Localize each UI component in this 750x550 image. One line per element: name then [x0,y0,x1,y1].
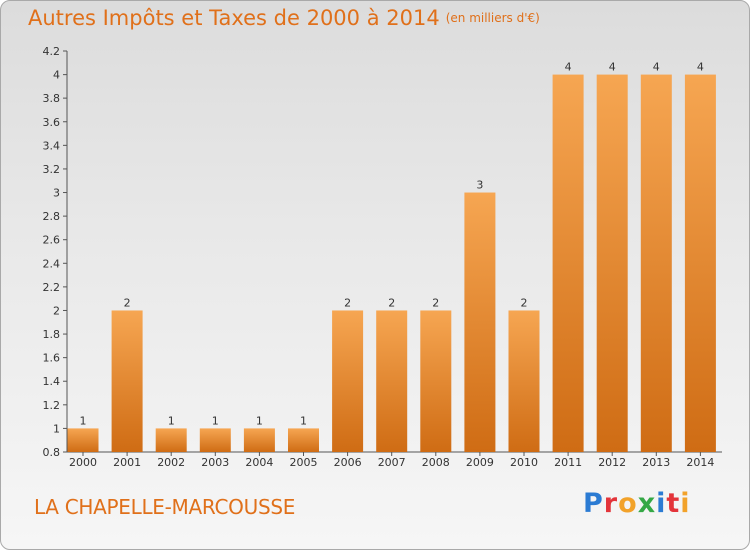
data-label: 2 [432,296,439,309]
y-tick-label: 1.4 [43,375,61,388]
data-label: 2 [388,296,395,309]
data-label: 1 [168,414,175,427]
data-label: 1 [80,414,87,427]
bar [552,74,584,453]
x-tick-label: 2000 [69,456,97,469]
y-tick-label: 2.6 [43,234,61,247]
bar [684,74,716,453]
x-tick-label: 2012 [598,456,626,469]
bar [199,428,231,452]
x-tick-label: 2006 [334,456,362,469]
y-tick-label: 3.2 [43,163,61,176]
y-tick-label: 2.8 [43,210,61,223]
bar [243,428,275,452]
x-tick-label: 2007 [378,456,406,469]
logo-letter: x [637,488,657,519]
y-tick-label: 2.4 [43,257,61,270]
y-tick-label: 4 [53,69,60,82]
bar [288,428,319,452]
bar [332,310,364,452]
data-label: 4 [565,61,572,74]
data-label: 2 [344,296,351,309]
data-label: 2 [521,296,528,309]
data-label: 4 [697,61,704,74]
y-tick-label: 1.8 [43,328,61,341]
bar [376,310,408,452]
x-tick-label: 2003 [201,456,229,469]
proxiti-logo: Proxiti [583,488,691,519]
chart-unit: (en milliers d'€) [445,11,540,25]
data-label: 1 [300,414,307,427]
bar [155,428,187,452]
bar [67,428,99,452]
x-tick-label: 2011 [554,456,582,469]
commune-name: LA CHAPELLE-MARCOUSSE [34,495,296,519]
logo-letter: o [618,488,638,519]
y-tick-label: 2 [53,304,60,317]
x-tick-label: 2009 [466,456,494,469]
y-tick-label: 1.2 [43,399,61,412]
y-tick-label: 3 [53,187,60,200]
chart-labels: 2000 1 2001 2 2002 1 2003 1 2004 1 2005 1 2006 2 2007 2… [69,61,714,469]
bar [420,310,452,452]
bar [111,310,143,452]
y-tick-label: 1.6 [43,352,61,365]
data-label: 1 [212,414,219,427]
data-label: 1 [256,414,263,427]
chart-title: Autres Impôts et Taxes de 2000 à 2014 (en… [28,6,540,30]
bar [596,74,628,453]
y-tick-label: 0.8 [43,446,61,459]
logo-letter: r [603,488,619,519]
x-tick-label: 2010 [510,456,538,469]
x-tick-label: 2005 [290,456,318,469]
y-tick-label: 3.6 [43,116,61,129]
logo-letter: t [666,488,681,519]
data-label: 3 [476,179,483,192]
bar [508,310,540,452]
y-tick-label: 1 [53,422,60,435]
x-tick-label: 2013 [642,456,670,469]
logo-letter: i [656,488,667,519]
x-tick-label: 2002 [157,456,185,469]
chart-bars [67,74,716,453]
chart-title-text: Autres Impôts et Taxes de 2000 à 2014 [28,6,440,30]
x-tick-label: 2004 [245,456,273,469]
y-tick-label: 2.2 [43,281,61,294]
bar [464,192,496,452]
data-label: 4 [653,61,660,74]
y-tick-label: 3.8 [43,92,61,105]
y-tick-label: 4.2 [43,45,61,58]
x-tick-label: 2008 [422,456,450,469]
bar [640,74,672,453]
x-tick-label: 2014 [686,456,714,469]
x-tick-label: 2001 [113,456,141,469]
data-label: 4 [609,61,616,74]
y-tick-label: 3.4 [43,139,61,152]
chart-axes: 0.8 1 1.2 1.4 1.6 1.8 2 2.2 2.4 2.6 2.8 3 3.2 3.4 3.6 3… [43,45,722,459]
logo-letter: i [680,488,691,519]
logo-letter: P [583,488,604,519]
data-label: 2 [124,296,131,309]
